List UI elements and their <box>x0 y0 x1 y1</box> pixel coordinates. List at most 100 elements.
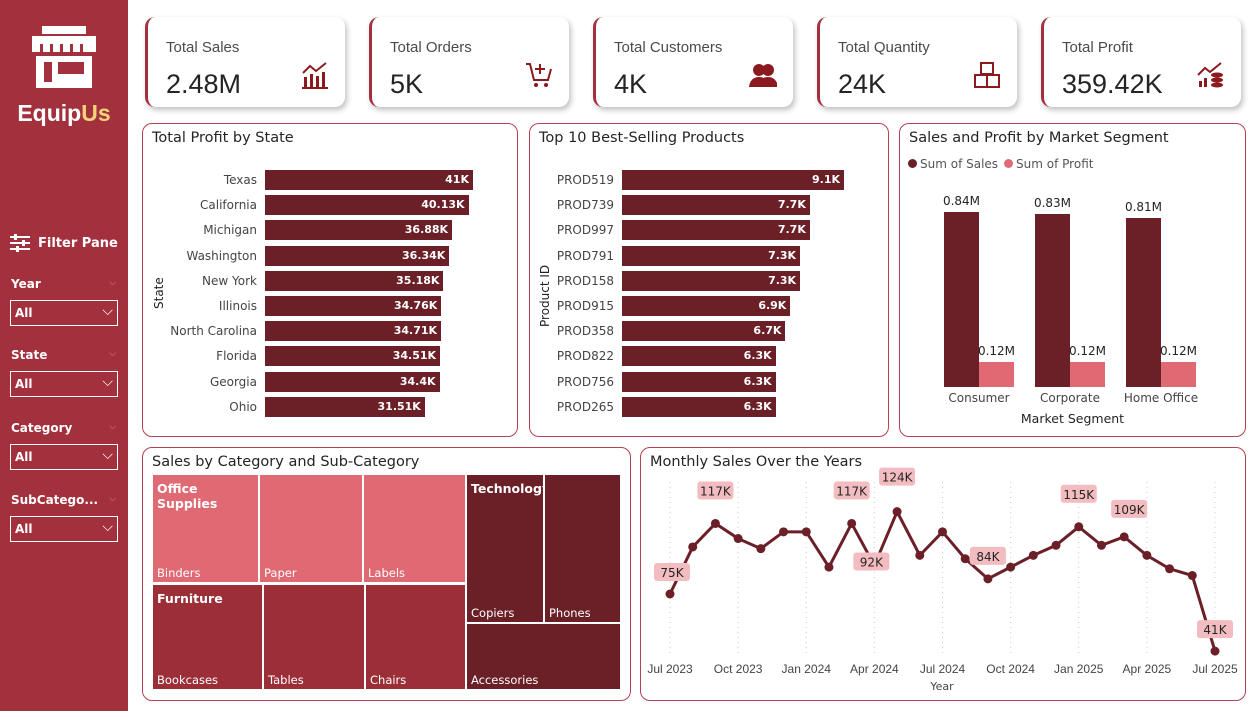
data-point[interactable] <box>1028 550 1038 560</box>
data-point[interactable] <box>892 507 902 517</box>
legend-item[interactable]: Sum of Profit <box>1004 157 1093 171</box>
data-label: 124K <box>882 471 914 485</box>
bar[interactable] <box>979 362 1014 387</box>
treemap-tile[interactable]: Technology Copiers <box>466 474 550 623</box>
data-point[interactable] <box>847 518 857 528</box>
treemap-tile[interactable]: Accessories <box>466 623 621 690</box>
data-point[interactable] <box>1096 540 1106 550</box>
data-point[interactable] <box>824 562 834 572</box>
data-point[interactable] <box>1210 646 1220 656</box>
data-point[interactable] <box>688 542 698 552</box>
data-label: 0.12M <box>977 344 1016 358</box>
category-label: Consumer <box>948 391 1010 405</box>
treemap-tile[interactable]: Paper <box>259 474 363 583</box>
data-point[interactable] <box>1006 562 1016 572</box>
data-point[interactable] <box>665 589 675 599</box>
data-point[interactable] <box>756 544 766 554</box>
category-label: Florida <box>216 349 257 364</box>
collapse-chevron-icon[interactable]: ⌵ <box>109 278 116 288</box>
kpi-card: Total Quantity 24K <box>817 17 1017 107</box>
legend-label: Sum of Sales <box>920 157 999 171</box>
data-label: 41K <box>1203 623 1227 637</box>
data-point[interactable] <box>1119 532 1129 542</box>
treemap-tile[interactable]: Phones <box>544 474 621 623</box>
data-point[interactable] <box>983 574 993 584</box>
bar[interactable]: 40.13K <box>265 195 469 216</box>
bar[interactable]: 31.51K <box>265 396 425 417</box>
treemap-tile[interactable]: Furniture Bookcases <box>152 584 263 690</box>
bar[interactable]: 41K <box>265 170 473 190</box>
x-tick-label: Jan 2025 <box>1054 662 1104 676</box>
bar[interactable]: 36.34K <box>265 245 450 266</box>
bar[interactable] <box>944 212 979 387</box>
cart-add-icon <box>525 61 553 89</box>
coins-growth-icon <box>1197 61 1225 89</box>
bar[interactable]: 34.51K <box>265 346 441 367</box>
top-products-panel: Top 10 Best-Selling Products Product ID … <box>529 123 889 437</box>
dropdown-value: All <box>15 306 33 320</box>
bar[interactable]: 6.3K <box>622 396 776 417</box>
bar[interactable]: 35.18K <box>265 270 444 291</box>
bar[interactable]: 34.71K <box>265 321 442 342</box>
bar[interactable]: 7.7K <box>622 195 810 216</box>
x-tick-label: Oct 2024 <box>986 662 1035 676</box>
bar[interactable]: 9.1K <box>622 170 844 190</box>
users-icon <box>749 61 778 89</box>
bar[interactable] <box>1161 362 1196 387</box>
data-label-bg <box>1197 620 1233 639</box>
bar[interactable]: 7.3K <box>622 270 801 291</box>
treemap-tile[interactable]: Chairs <box>365 584 466 690</box>
data-point[interactable] <box>938 527 947 537</box>
category-label: PROD791 <box>556 248 614 263</box>
category-label: PROD158 <box>556 273 614 288</box>
filter-label: SubCatego... <box>11 493 99 507</box>
data-point[interactable] <box>1187 571 1197 581</box>
filter-dropdown[interactable]: All ⌵ <box>10 371 118 397</box>
bar[interactable]: 6.9K <box>622 296 791 316</box>
data-point[interactable] <box>1074 522 1084 532</box>
bar[interactable]: 6.3K <box>622 371 776 392</box>
data-point[interactable] <box>1165 564 1175 574</box>
data-point[interactable] <box>915 550 925 560</box>
bar[interactable]: 34.76K <box>265 296 442 316</box>
category-label: Washington <box>186 248 257 263</box>
bar[interactable]: 36.88K <box>265 220 453 241</box>
data-label: 92K <box>860 555 884 569</box>
kpi-title: Total Orders <box>390 39 472 56</box>
treemap-tile[interactable]: Labels <box>363 474 466 583</box>
data-point[interactable] <box>710 518 720 528</box>
brand-name: EquipUs <box>17 100 111 126</box>
filter-dropdown[interactable]: All ⌵ <box>10 300 118 326</box>
data-label: 117K <box>836 484 868 498</box>
bar[interactable] <box>1070 362 1105 387</box>
kpi-card: Total Orders 5K <box>369 17 569 107</box>
data-point[interactable] <box>779 527 789 537</box>
legend-item[interactable]: Sum of Sales <box>908 157 998 171</box>
category-label: New York <box>202 273 257 288</box>
data-point[interactable] <box>1051 540 1061 550</box>
collapse-chevron-icon[interactable]: ⌵ <box>109 349 116 359</box>
treemap-tile[interactable]: Tables <box>263 584 365 690</box>
category-label: Michigan <box>203 223 257 238</box>
treemap-tile[interactable]: Office Supplies Binders <box>152 474 259 583</box>
data-point[interactable] <box>960 554 970 564</box>
legend-label: Sum of Profit <box>1016 157 1094 171</box>
bar[interactable]: 6.7K <box>622 321 786 342</box>
data-label: 0.12M <box>1159 344 1198 358</box>
bar[interactable] <box>1126 218 1161 387</box>
bar[interactable]: 6.3K <box>622 346 776 367</box>
group-label: Office Supplies <box>157 481 218 511</box>
data-point[interactable] <box>733 534 743 544</box>
data-point[interactable] <box>1142 550 1152 560</box>
bar[interactable] <box>1035 214 1070 387</box>
chart-title: Sales and Profit by Market Segment <box>909 130 1169 146</box>
collapse-chevron-icon[interactable]: ⌵ <box>109 494 116 504</box>
filter-dropdown[interactable]: All ⌵ <box>10 444 118 470</box>
chevron-down-icon: ⌵ <box>102 303 113 319</box>
data-point[interactable] <box>801 527 811 537</box>
collapse-chevron-icon[interactable]: ⌵ <box>109 422 116 432</box>
filter-dropdown[interactable]: All ⌵ <box>10 516 118 542</box>
bar[interactable]: 7.7K <box>622 220 810 241</box>
bar[interactable]: 34.4K <box>265 371 440 392</box>
bar[interactable]: 7.3K <box>622 245 801 266</box>
